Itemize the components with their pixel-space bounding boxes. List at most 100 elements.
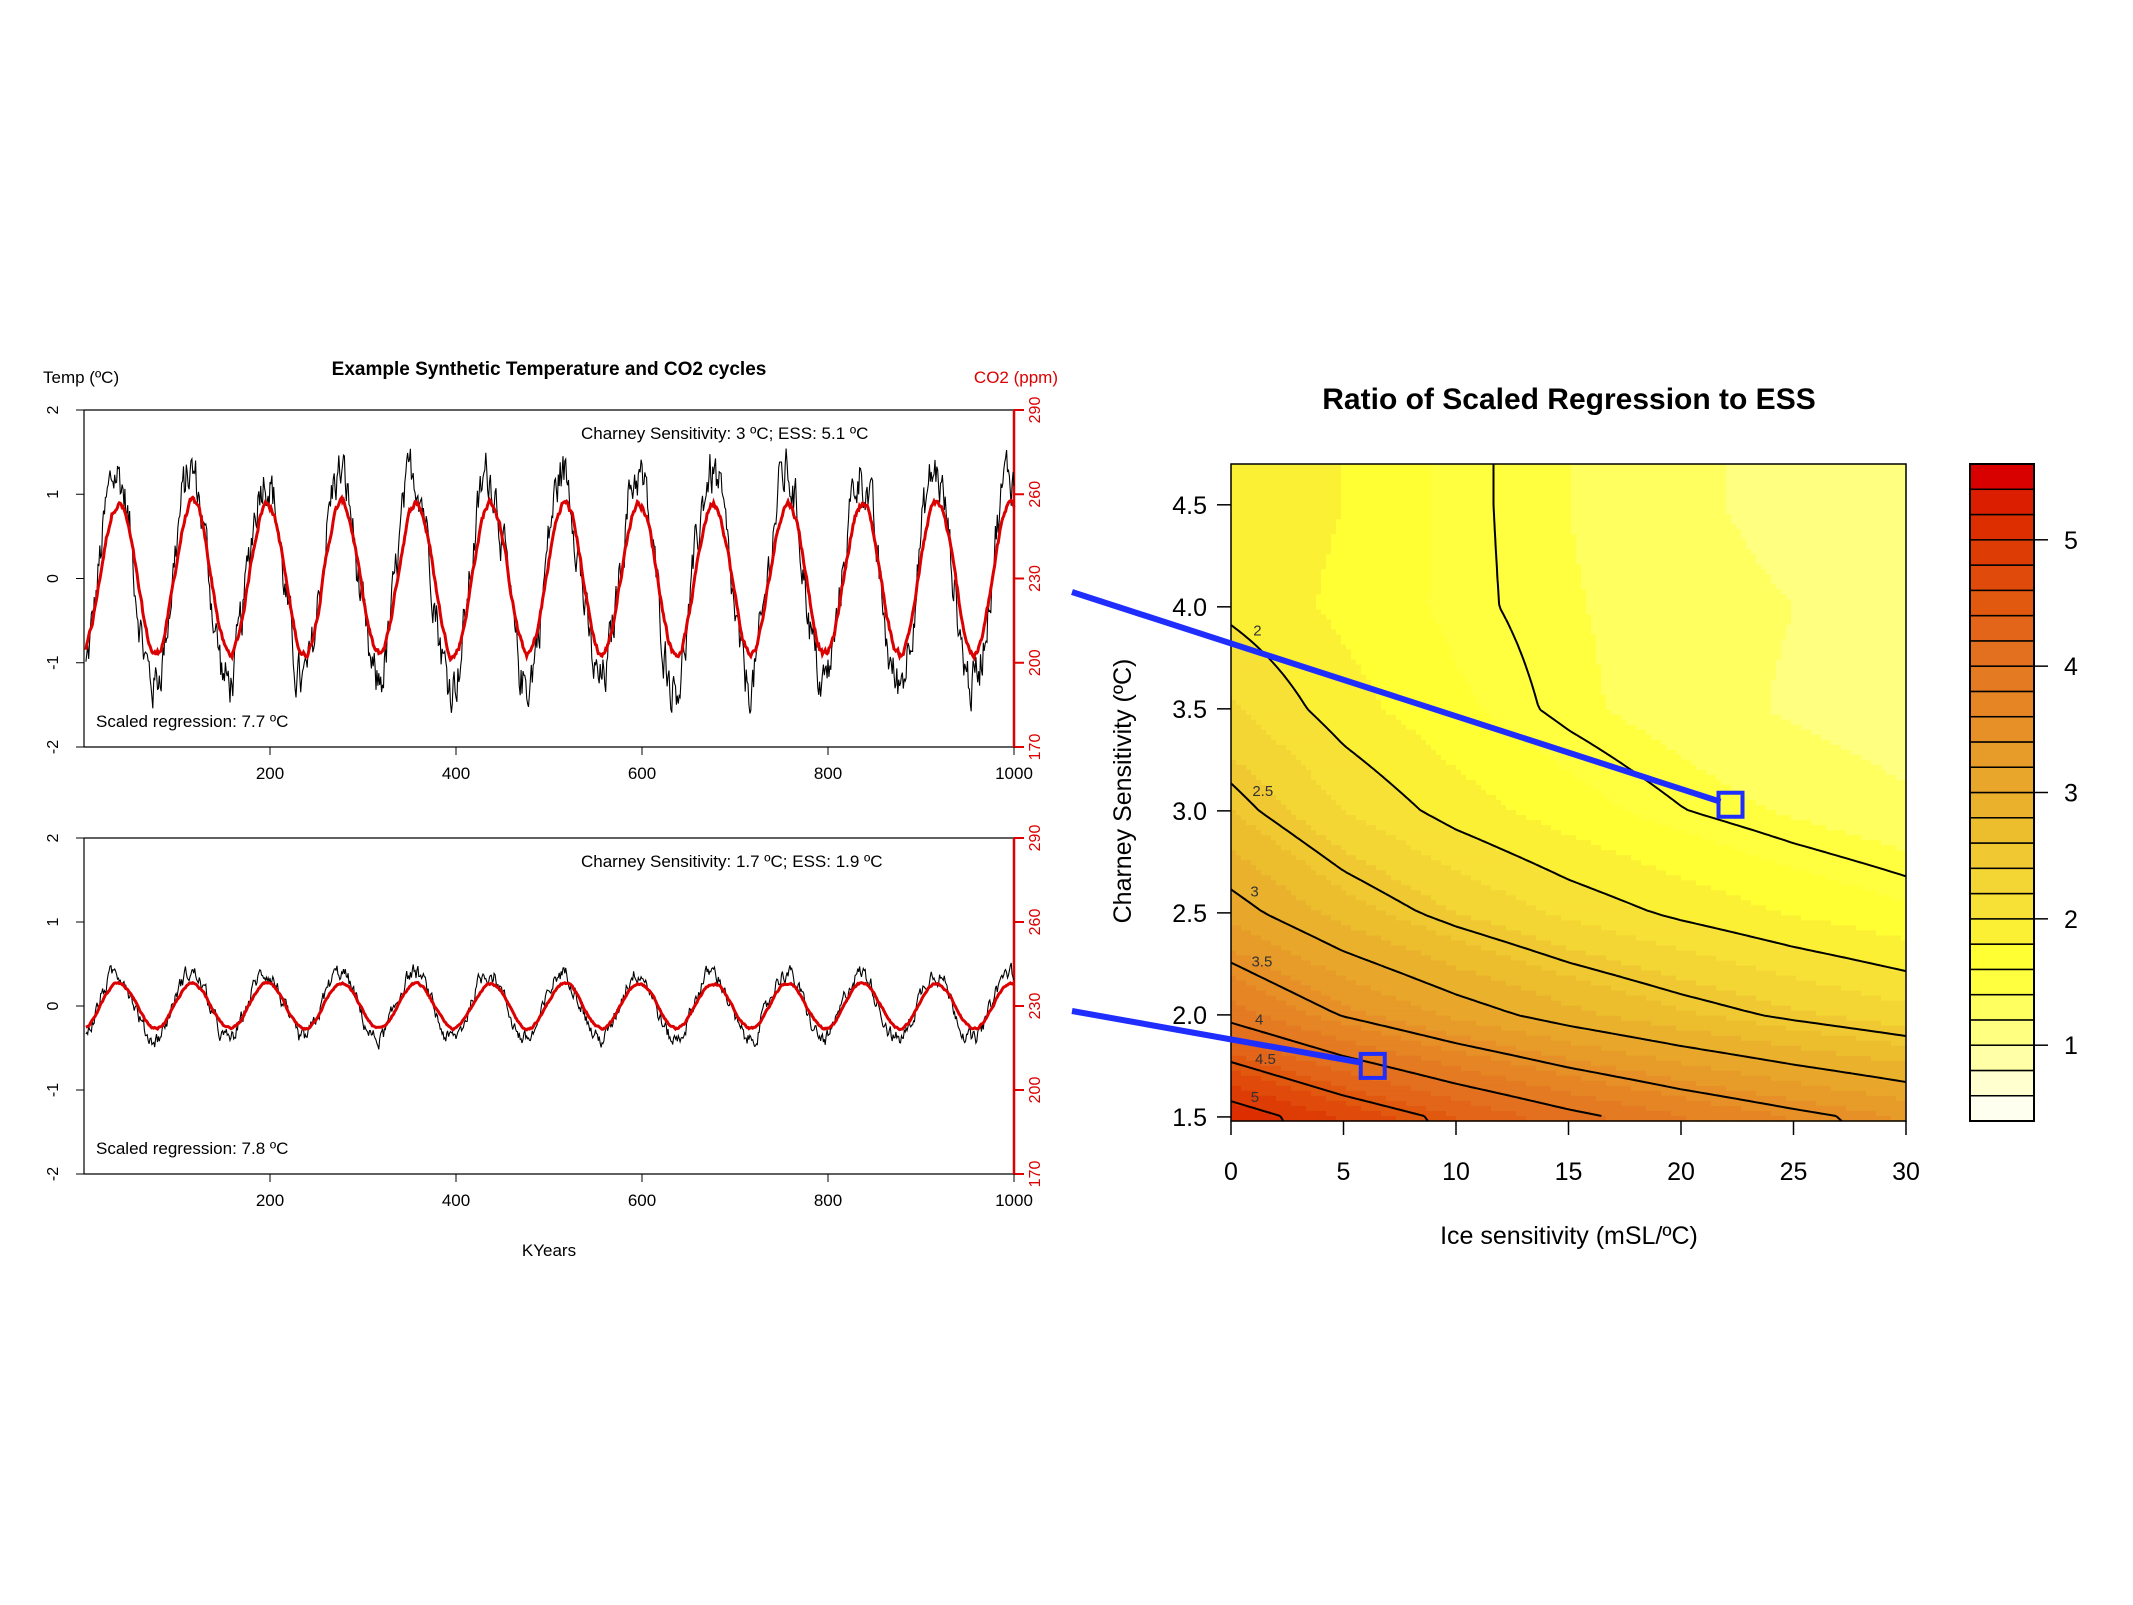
contour-cell bbox=[1371, 539, 1377, 545]
contour-cell bbox=[1506, 569, 1512, 575]
contour-cell bbox=[1686, 554, 1692, 560]
contour-cell bbox=[1636, 479, 1642, 485]
contour-cell bbox=[1866, 619, 1872, 625]
contour-cell bbox=[1696, 604, 1702, 610]
contour-cell bbox=[1321, 630, 1327, 636]
contour-cell bbox=[1391, 499, 1397, 505]
contour-cell bbox=[1506, 574, 1512, 580]
contour-cell bbox=[1866, 464, 1872, 470]
contour-cell bbox=[1346, 544, 1352, 550]
contour-cell bbox=[1276, 569, 1282, 575]
contour-cell bbox=[1251, 474, 1257, 480]
contour-cell bbox=[1836, 504, 1842, 510]
contour-cell bbox=[1731, 539, 1737, 545]
contour-cell bbox=[1701, 594, 1707, 600]
contour-cell bbox=[1456, 479, 1462, 485]
contour-cell bbox=[1351, 604, 1357, 610]
contour-cell bbox=[1326, 630, 1332, 636]
contour-cell bbox=[1721, 579, 1727, 585]
contour-cell bbox=[1236, 544, 1242, 550]
contour-cell bbox=[1521, 474, 1527, 480]
contour-cell bbox=[1361, 534, 1367, 540]
contour-cell bbox=[1691, 479, 1697, 485]
contour-cell bbox=[1896, 519, 1902, 525]
contour-cell bbox=[1646, 464, 1652, 470]
contour-cell bbox=[1576, 579, 1582, 585]
contour-cell bbox=[1441, 549, 1447, 555]
contour-cell bbox=[1266, 514, 1272, 520]
contour-cell bbox=[1256, 594, 1262, 600]
contour-cell bbox=[1486, 589, 1492, 595]
contour-cell bbox=[1401, 479, 1407, 485]
contour-cell bbox=[1636, 544, 1642, 550]
contour-cell bbox=[1776, 589, 1782, 595]
contour-cell bbox=[1766, 584, 1772, 590]
contour-cell bbox=[1686, 549, 1692, 555]
contour-cell bbox=[1391, 619, 1397, 625]
contour-cell bbox=[1421, 624, 1427, 630]
contour-cell bbox=[1316, 554, 1322, 560]
contour-cell bbox=[1516, 484, 1522, 490]
contour-cell bbox=[1251, 574, 1257, 580]
contour-cell bbox=[1276, 584, 1282, 590]
contour-cell bbox=[1776, 534, 1782, 540]
contour-cell bbox=[1401, 624, 1407, 630]
contour-cell bbox=[1311, 529, 1317, 535]
contour-cell bbox=[1321, 519, 1327, 525]
contour-cell bbox=[1456, 499, 1462, 505]
contour-cell bbox=[1311, 559, 1317, 565]
contour-cell bbox=[1601, 549, 1607, 555]
contour-cell bbox=[1656, 564, 1662, 570]
contour-cell bbox=[1826, 539, 1832, 545]
contour-cell bbox=[1531, 539, 1537, 545]
contour-cell bbox=[1376, 640, 1382, 646]
contour-cell bbox=[1796, 529, 1802, 535]
contour-cell bbox=[1546, 609, 1552, 615]
contour-cell bbox=[1451, 494, 1457, 500]
contour-cell bbox=[1421, 599, 1427, 605]
contour-cell bbox=[1426, 549, 1432, 555]
contour-cell bbox=[1746, 519, 1752, 525]
contour-cell bbox=[1436, 539, 1442, 545]
contour-cell bbox=[1486, 529, 1492, 535]
contour-cell bbox=[1471, 494, 1477, 500]
contour-cell bbox=[1841, 559, 1847, 565]
contour-cell bbox=[1686, 499, 1692, 505]
contour-cell bbox=[1506, 539, 1512, 545]
contour-cell bbox=[1506, 599, 1512, 605]
contour-cell bbox=[1791, 594, 1797, 600]
contour-cell bbox=[1711, 619, 1717, 625]
contour-cell bbox=[1571, 624, 1577, 630]
contour-cell bbox=[1566, 474, 1572, 480]
contour-cell bbox=[1731, 529, 1737, 535]
contour-cell bbox=[1611, 534, 1617, 540]
contour-cell bbox=[1466, 589, 1472, 595]
contour-cell bbox=[1736, 469, 1742, 475]
contour-cell bbox=[1696, 504, 1702, 510]
contour-cell bbox=[1886, 484, 1892, 490]
contour-cell bbox=[1541, 544, 1547, 550]
contour-cell bbox=[1766, 604, 1772, 610]
contour-cell bbox=[1496, 614, 1502, 620]
contour-cell bbox=[1871, 504, 1877, 510]
contour-cell bbox=[1691, 584, 1697, 590]
contour-cell bbox=[1626, 569, 1632, 575]
contour-cell bbox=[1481, 619, 1487, 625]
contour-cell bbox=[1246, 519, 1252, 525]
contour-cell bbox=[1616, 614, 1622, 620]
contour-cell bbox=[1246, 469, 1252, 475]
contour-cell bbox=[1516, 559, 1522, 565]
contour-cell bbox=[1251, 479, 1257, 485]
contour-cell bbox=[1366, 519, 1372, 525]
contour-cell bbox=[1466, 544, 1472, 550]
contour-cell bbox=[1741, 584, 1747, 590]
contour-cell bbox=[1556, 604, 1562, 610]
contour-cell bbox=[1726, 584, 1732, 590]
contour-fill bbox=[1231, 464, 1907, 1122]
contour-cell bbox=[1886, 630, 1892, 636]
contour-cell bbox=[1466, 534, 1472, 540]
contour-cell bbox=[1811, 519, 1817, 525]
contour-cell bbox=[1351, 599, 1357, 605]
contour-cell bbox=[1586, 609, 1592, 615]
contour-cell bbox=[1706, 635, 1712, 641]
